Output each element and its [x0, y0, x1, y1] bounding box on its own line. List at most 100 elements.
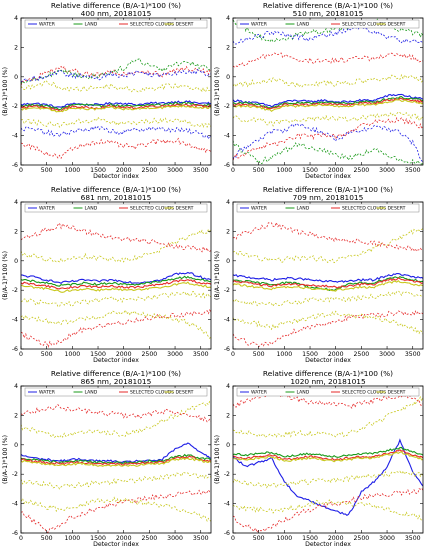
y-tick-label: 4 [226, 383, 230, 390]
legend-box [24, 387, 208, 397]
x-tick-label: 0 [19, 535, 23, 542]
series-water-solid-line [233, 272, 423, 283]
chart-title: Relative difference (B/A-1)*100 (%) [51, 1, 181, 10]
x-tick-label: 3500 [405, 167, 421, 174]
y-tick-label: -2 [224, 103, 230, 110]
x-tick-label: 1000 [276, 535, 292, 542]
legend-box [24, 19, 208, 29]
y-tick-label: 4 [14, 15, 18, 22]
legend-label: WATER [39, 390, 56, 396]
y-tick-label: 2 [14, 412, 18, 419]
legend-label: SELECTED CLOUDS [342, 22, 386, 28]
series-desert-dashed-line [233, 310, 423, 335]
legend: WATER LAND SELECTED CLOUDS DESERT [24, 387, 208, 397]
series-desert-dashed-line [233, 290, 423, 307]
legend-label: WATER [251, 390, 268, 396]
y-tick-label: -6 [12, 346, 18, 353]
x-tick-label: 0 [231, 167, 235, 174]
x-tick-label: 1000 [276, 167, 292, 174]
x-tick-label: 3500 [193, 167, 209, 174]
x-tick-label: 2500 [142, 351, 158, 358]
series-desert-dashed-line [233, 395, 423, 438]
x-tick-label: 3000 [167, 167, 183, 174]
x-tick-label: 1000 [64, 351, 80, 358]
legend-box [236, 203, 420, 213]
y-tick-label: -6 [224, 530, 230, 537]
x-tick-label: 1500 [302, 351, 318, 358]
series-desert-dashed-line [233, 499, 423, 522]
series-land-solid-line [21, 453, 211, 465]
legend-label: LAND [85, 22, 98, 28]
series-selected-clouds-dashed-line [21, 489, 211, 533]
series-desert-dashed-line [21, 79, 211, 93]
y-tick-label: 0 [226, 442, 230, 449]
y-tick-label: 0 [14, 442, 18, 449]
legend: WATER LAND SELECTED CLOUDS DESERT [24, 19, 208, 29]
y-tick-label: -2 [12, 287, 18, 294]
legend: WATER LAND SELECTED CLOUDS DESERT [236, 387, 420, 397]
series-group [233, 221, 423, 348]
chart-title: Relative difference (B/A-1)*100 (%) [51, 185, 181, 194]
x-tick-label: 2000 [116, 351, 132, 358]
series-land-solid-line [233, 446, 423, 458]
series-land-dashed-line [233, 18, 423, 43]
plot-frame [20, 17, 212, 166]
y-tick-label: 0 [14, 258, 18, 265]
x-axis-label: Detector index [93, 541, 139, 548]
x-axis-label: Detector index [305, 173, 351, 180]
series-selected-clouds-solid-line [233, 449, 423, 461]
legend-box [236, 19, 420, 29]
y-tick-label: -2 [224, 471, 230, 478]
series-selected-clouds-solid-line [233, 277, 423, 289]
series-group [21, 58, 211, 160]
chart-subtitle: 510 nm, 20181015 [293, 9, 364, 18]
chart-title: Relative difference (B/A-1)*100 (%) [51, 369, 181, 378]
chart-panel-1: Relative difference (B/A-1)*100 (%)400 n… [2, 1, 212, 180]
series-water-dashed-line [21, 68, 211, 83]
x-tick-label: 500 [41, 535, 53, 542]
series-selected-clouds-dashed-line [233, 221, 423, 252]
y-tick-label: 4 [14, 199, 18, 206]
x-tick-label: 2000 [328, 535, 344, 542]
chart-title: Relative difference (B/A-1)*100 (%) [263, 1, 393, 10]
legend-label: SELECTED CLOUDS [342, 206, 386, 212]
x-tick-label: 2500 [354, 351, 370, 358]
y-tick-label: -4 [224, 133, 230, 140]
x-tick-label: 2500 [142, 167, 158, 174]
x-tick-label: 500 [253, 167, 265, 174]
plot-frame [232, 201, 424, 350]
series-desert-solid-line [233, 451, 423, 463]
x-tick-label: 1000 [276, 351, 292, 358]
y-tick-label: -2 [12, 103, 18, 110]
x-tick-label: 1500 [302, 167, 318, 174]
series-selected-clouds-dashed-line [21, 309, 211, 348]
legend-label: SELECTED CLOUDS [130, 22, 174, 28]
legend-label: WATER [251, 206, 268, 212]
legend-label: LAND [297, 390, 310, 396]
x-tick-label: 1500 [90, 351, 106, 358]
series-water-dashed-line [233, 122, 423, 163]
series-desert-solid-line [21, 281, 211, 293]
series-desert-dashed-line [233, 228, 423, 264]
x-tick-label: 3000 [167, 351, 183, 358]
y-axis-label: (B/A-1)*100 (%) [214, 435, 221, 484]
legend: WATER LAND SELECTED CLOUDS DESERT [236, 203, 420, 213]
legend-label: WATER [39, 22, 56, 28]
x-tick-label: 0 [231, 351, 235, 358]
y-axis-label: (B/A-1)*100 (%) [2, 67, 9, 116]
series-desert-dashed-line [21, 471, 211, 490]
chart-subtitle: 865 nm, 20181015 [81, 377, 152, 386]
x-tick-label: 2000 [328, 351, 344, 358]
y-tick-label: -2 [12, 471, 18, 478]
x-axis-label: Detector index [93, 357, 139, 364]
series-selected-clouds-dashed-line [233, 487, 423, 533]
chart-panel-4: Relative difference (B/A-1)*100 (%)709 n… [214, 185, 424, 364]
legend-label: DESERT [388, 390, 406, 396]
x-tick-label: 2000 [116, 167, 132, 174]
y-tick-label: -6 [224, 162, 230, 169]
series-land-dashed-line [233, 140, 423, 165]
y-tick-label: -4 [12, 501, 18, 508]
chart-panel-5: Relative difference (B/A-1)*100 (%)865 n… [2, 369, 212, 548]
series-selected-clouds-dashed-line [233, 117, 423, 161]
